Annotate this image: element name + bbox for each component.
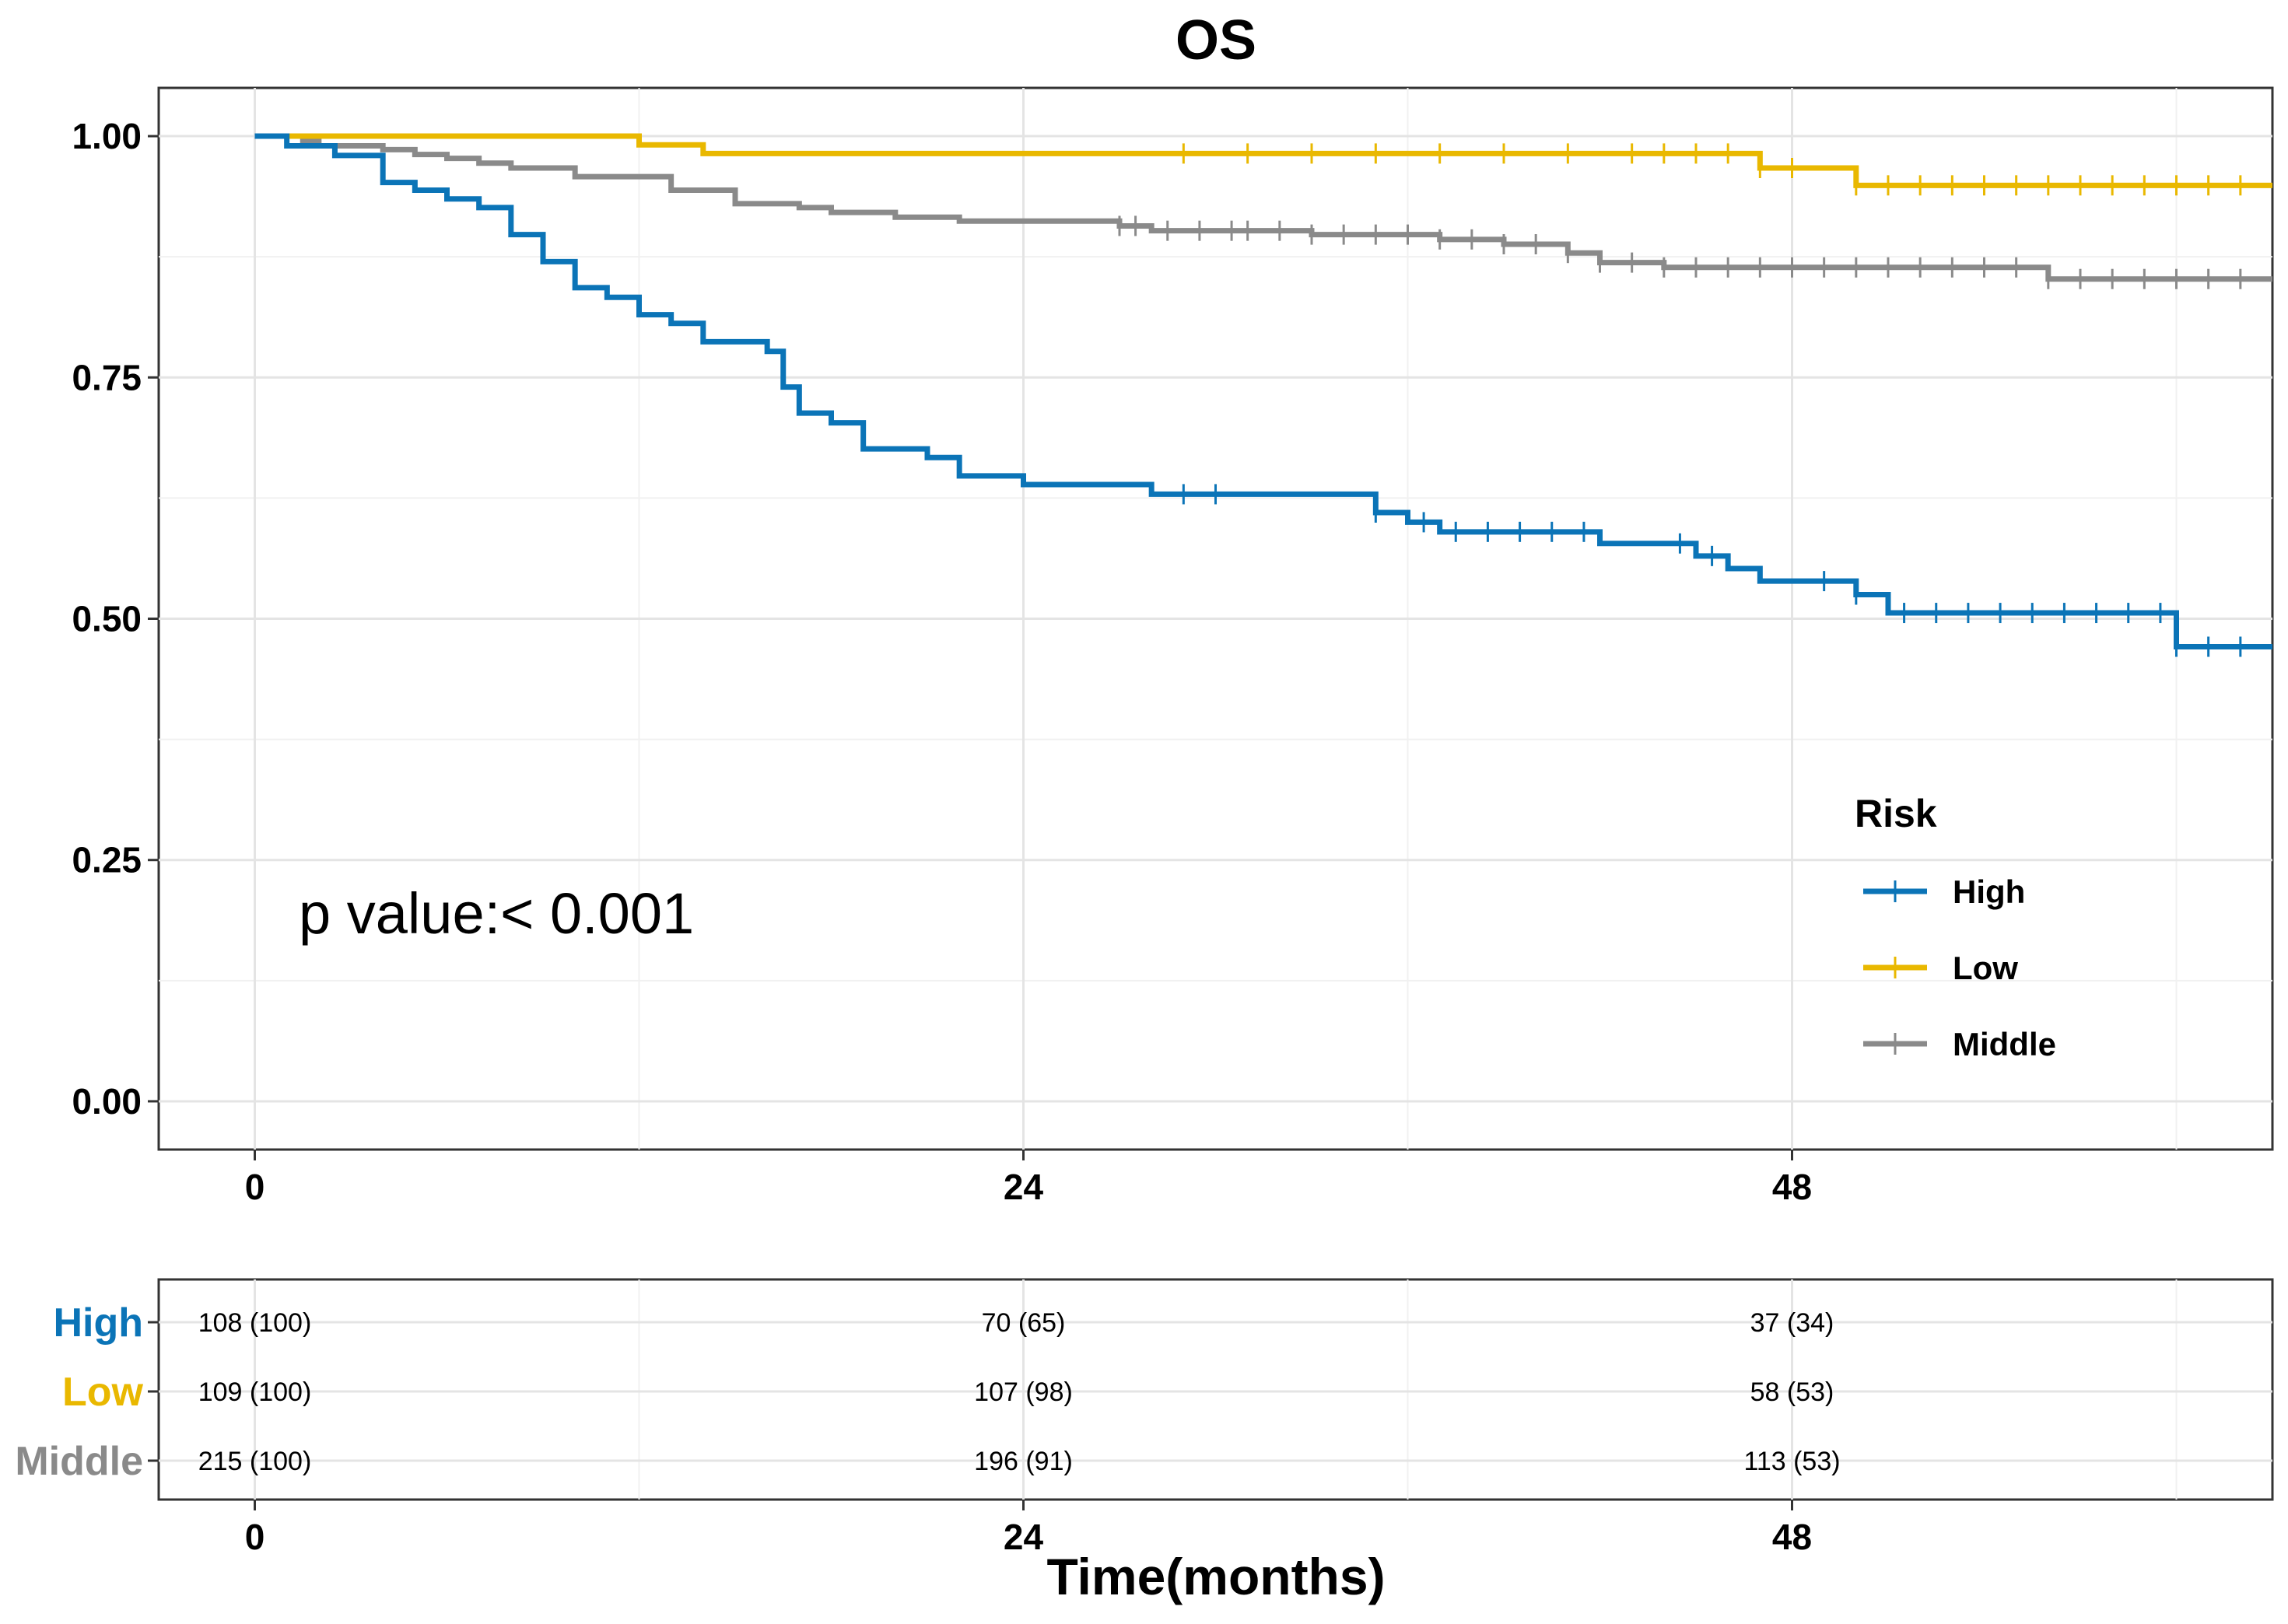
y-tick-label: 0.00: [72, 1081, 142, 1122]
x-axis-title: Time(months): [1046, 1548, 1385, 1605]
series-middle: [254, 133, 2272, 289]
x-tick-label: 24: [1004, 1167, 1044, 1207]
legend-label: Low: [1953, 950, 2018, 986]
y-axis-ticks: 0.00 0.25 0.50 0.75 1.00: [72, 116, 159, 1122]
y-tick-label: 0.75: [72, 357, 142, 397]
legend-item-middle: Middle: [1863, 1026, 2056, 1062]
y-tick-label: 1.00: [72, 116, 142, 156]
risk-row-label: Low: [62, 1370, 144, 1415]
series-low: [254, 133, 2272, 196]
risk-row-label: High: [53, 1300, 143, 1346]
risk-cell: 107 (98): [974, 1377, 1073, 1407]
legend-title: Risk: [1855, 792, 1937, 835]
risk-cell: 215 (100): [198, 1447, 312, 1476]
risk-cell: 113 (53): [1743, 1447, 1840, 1476]
x-tick-label: 0: [245, 1517, 265, 1557]
series-high: [254, 133, 2272, 657]
legend-item-high: High: [1863, 873, 2025, 910]
risk-table-x-ticks: 0 24 48: [245, 1500, 1812, 1557]
risk-table-rows: High 108 (100) 70 (65) 37 (34) Low 109 (100) 1…: [15, 1300, 1840, 1484]
risk-cell: 109 (100): [198, 1377, 312, 1407]
risk-row-high: High 108 (100) 70 (65) 37 (34): [53, 1300, 1834, 1346]
legend-item-low: Low: [1863, 950, 2018, 986]
x-tick-label: 48: [1772, 1167, 1812, 1207]
risk-table-gridlines: [159, 1279, 2272, 1500]
chart-title: OS: [1176, 9, 1256, 72]
survival-line-high: [254, 133, 2272, 649]
risk-table-panel: High 108 (100) 70 (65) 37 (34) Low 109 (100) 1…: [15, 1278, 2274, 1557]
risk-cell: 196 (91): [974, 1447, 1073, 1476]
risk-row-low: Low 109 (100) 107 (98) 58 (53): [62, 1370, 1834, 1415]
x-tick-label: 48: [1772, 1517, 1812, 1557]
y-tick-label: 0.25: [72, 840, 142, 880]
risk-table-frame: [157, 1278, 2274, 1501]
survival-plot-panel: 0.00 0.25 0.50 0.75 1.00 0 24 48 p value:< 0.0…: [72, 86, 2274, 1207]
risk-cell: 37 (34): [1750, 1308, 1834, 1338]
legend-label: High: [1953, 873, 2025, 910]
y-tick-label: 0.50: [72, 599, 142, 639]
p-value-annotation: p value:< 0.001: [299, 881, 694, 946]
x-tick-label: 24: [1004, 1517, 1044, 1557]
risk-cell: 58 (53): [1750, 1377, 1834, 1407]
risk-row-middle: Middle 215 (100) 196 (91) 113 (53): [15, 1439, 1840, 1484]
x-axis-ticks: 0 24 48: [245, 1150, 1812, 1207]
risk-cell: 70 (65): [982, 1308, 1066, 1338]
risk-cell: 108 (100): [198, 1308, 312, 1338]
legend-label: Middle: [1953, 1026, 2056, 1062]
survival-curves: [254, 133, 2272, 657]
risk-row-label: Middle: [15, 1439, 143, 1484]
x-tick-label: 0: [245, 1167, 265, 1207]
legend: Risk High Low Middle: [1855, 792, 2056, 1062]
